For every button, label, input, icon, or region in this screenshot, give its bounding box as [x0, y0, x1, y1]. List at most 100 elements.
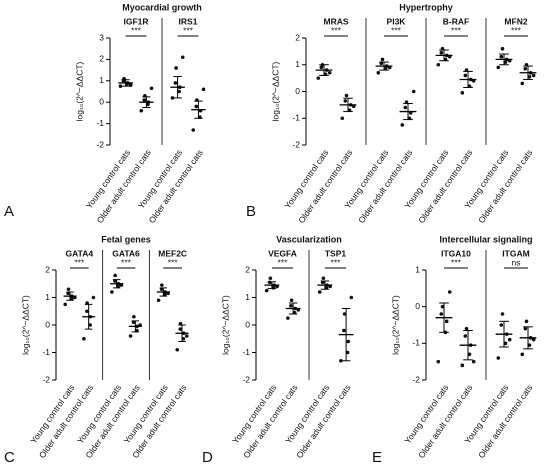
data-point — [499, 323, 504, 327]
data-point — [110, 290, 114, 294]
significance: *** — [451, 25, 462, 35]
data-point — [327, 70, 332, 75]
y-tick-label: -2 — [412, 374, 420, 384]
data-point — [507, 337, 512, 342]
data-point — [177, 89, 181, 94]
data-point — [184, 334, 189, 338]
data-point — [174, 66, 178, 70]
chart-title: Hypertrophy — [399, 2, 453, 12]
data-point — [85, 309, 89, 314]
data-point — [180, 55, 185, 60]
chart-title: Vascularization — [276, 234, 342, 244]
data-point — [118, 84, 123, 88]
chart-title: Fetal genes — [101, 234, 151, 244]
y-tick-label: -2 — [242, 374, 250, 384]
y-axis-label: log₁₀(2^−ΔΔCT) — [74, 61, 84, 121]
data-point — [523, 66, 528, 71]
data-point — [503, 341, 508, 346]
y-tick-label: 1 — [99, 75, 104, 85]
data-point — [267, 280, 272, 285]
gene-name: MFN2 — [504, 16, 527, 26]
y-tick-label: 2 — [295, 32, 300, 42]
significance: *** — [511, 25, 522, 35]
data-point — [349, 295, 354, 300]
y-tick-label: -1 — [96, 118, 104, 128]
data-point — [464, 326, 469, 331]
y-tick-label: -1 — [42, 347, 50, 357]
significance: *** — [168, 257, 179, 267]
data-point — [173, 81, 178, 85]
y-tick-label: 0 — [99, 96, 104, 106]
y-axis-label: log₁₀(2^−ΔΔCT) — [390, 295, 400, 355]
significance: *** — [331, 257, 342, 267]
data-point — [496, 356, 501, 360]
panel-letter: E — [372, 449, 382, 466]
y-tick-label: 3 — [99, 32, 104, 42]
y-tick-label: -2 — [42, 374, 50, 384]
y-tick-label: -2 — [292, 139, 300, 149]
y-tick-label: -1 — [412, 338, 420, 348]
data-point — [503, 60, 508, 64]
y-axis-label: log₁₀(2^−ΔΔCT) — [20, 295, 30, 355]
gene-name: VEGFA — [268, 248, 297, 258]
data-point — [286, 316, 290, 320]
data-point — [524, 319, 529, 324]
data-point — [339, 358, 343, 363]
data-point — [181, 336, 186, 341]
y-tick-label: 1 — [295, 59, 300, 69]
data-point — [496, 65, 501, 70]
data-point — [343, 99, 348, 103]
data-point — [342, 312, 347, 316]
chart-title: Myocardial growth — [122, 2, 202, 12]
data-point — [400, 123, 405, 127]
y-tick-label: -2 — [96, 139, 104, 149]
data-point — [142, 98, 147, 102]
data-point — [444, 319, 449, 324]
y-tick-label: 0 — [45, 319, 50, 329]
data-point — [471, 359, 476, 364]
gene-name: GATA4 — [66, 248, 94, 258]
data-point — [139, 108, 144, 113]
data-point — [531, 73, 536, 78]
y-tick-label: -1 — [242, 347, 250, 357]
significance: *** — [278, 257, 289, 267]
data-point — [289, 303, 293, 308]
data-point — [346, 339, 351, 344]
y-tick-label: -1 — [292, 113, 300, 123]
data-point — [63, 302, 68, 307]
significance: *** — [451, 257, 462, 267]
data-point — [156, 298, 161, 303]
y-tick-label: 1 — [45, 292, 50, 302]
data-point — [380, 57, 385, 62]
y-axis-label: log₁₀(2^−ΔΔCT) — [220, 295, 230, 355]
data-point — [467, 352, 472, 357]
data-point — [317, 290, 322, 294]
data-point — [340, 116, 345, 121]
data-point — [531, 337, 536, 342]
significance: *** — [183, 25, 194, 35]
y-tick-label: 0 — [245, 319, 250, 329]
data-point — [342, 328, 346, 333]
gene-name: PI3K — [387, 16, 407, 26]
data-point — [91, 295, 96, 300]
chart-title: Intercellular signaling — [439, 234, 532, 244]
panel-letter: B — [246, 203, 256, 220]
data-point — [201, 87, 206, 92]
data-point — [403, 105, 408, 110]
data-point — [321, 276, 326, 281]
data-point — [191, 128, 196, 132]
data-point — [82, 336, 86, 341]
data-point — [463, 334, 468, 338]
data-point — [440, 304, 445, 309]
data-point — [500, 46, 505, 51]
significance: *** — [331, 25, 342, 35]
data-point — [447, 290, 452, 294]
panel-letter: C — [4, 449, 15, 466]
gene-name: B-RAF — [443, 16, 469, 26]
significance: *** — [74, 257, 85, 267]
significance: *** — [121, 257, 132, 267]
data-point — [463, 73, 468, 78]
data-point — [160, 283, 164, 287]
data-point — [345, 350, 350, 355]
